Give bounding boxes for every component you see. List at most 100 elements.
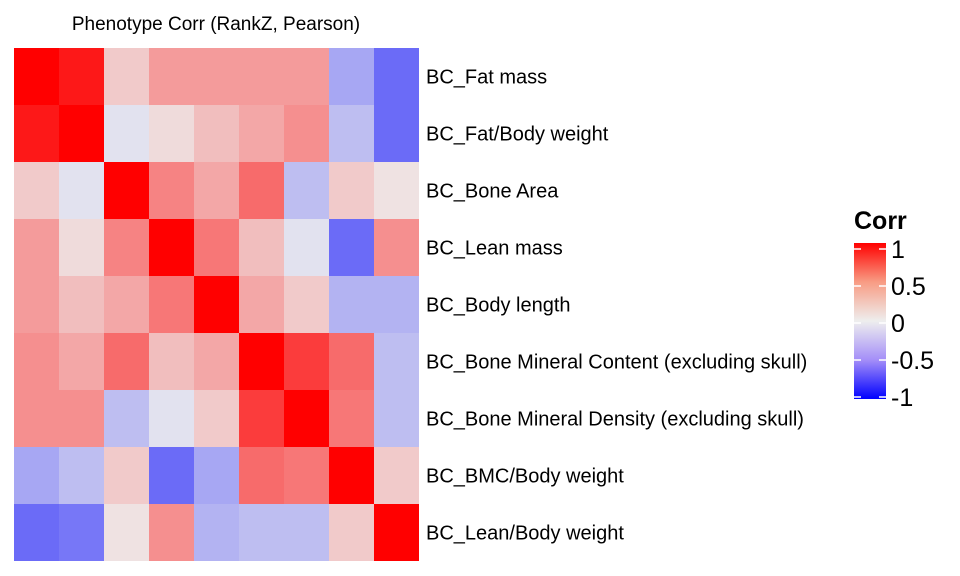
heatmap-cell xyxy=(374,390,419,447)
row-label: BC_BMC/Body weight xyxy=(426,466,624,488)
heatmap-cell xyxy=(329,219,374,276)
heatmap-cell xyxy=(14,48,59,105)
heatmap-cell xyxy=(239,504,284,561)
heatmap-cell xyxy=(284,447,329,504)
heatmap-cell xyxy=(149,333,194,390)
heatmap-cell xyxy=(104,390,149,447)
legend-tick-label: 0.5 xyxy=(891,273,926,301)
heatmap-cell xyxy=(59,504,104,561)
heatmap-cell xyxy=(194,276,239,333)
legend-title: Corr xyxy=(854,207,907,235)
legend-tick-label: -1 xyxy=(891,384,913,412)
heatmap-cell xyxy=(14,219,59,276)
row-label: BC_Lean/Body weight xyxy=(426,523,624,545)
heatmap-cell xyxy=(104,105,149,162)
heatmap-cell xyxy=(194,504,239,561)
heatmap-cell xyxy=(284,333,329,390)
heatmap-cell xyxy=(374,504,419,561)
heatmap-cell xyxy=(239,390,284,447)
heatmap-cell xyxy=(284,504,329,561)
heatmap-cell xyxy=(14,390,59,447)
legend-tick-label: -0.5 xyxy=(891,347,934,375)
heatmap-cell xyxy=(149,48,194,105)
heatmap-cell xyxy=(14,447,59,504)
heatmap-cell xyxy=(194,219,239,276)
heatmap-cell xyxy=(149,504,194,561)
heatmap-cell xyxy=(104,504,149,561)
heatmap-cell xyxy=(239,219,284,276)
heatmap-cell xyxy=(194,162,239,219)
heatmap-cell xyxy=(104,276,149,333)
heatmap-cell xyxy=(194,390,239,447)
heatmap-cell xyxy=(59,219,104,276)
heatmap-cell xyxy=(14,162,59,219)
heatmap-cell xyxy=(284,48,329,105)
heatmap-cell xyxy=(14,504,59,561)
legend-tick-label: 0 xyxy=(891,310,905,338)
heatmap-cell xyxy=(374,105,419,162)
heatmap-cell xyxy=(194,48,239,105)
heatmap-cell xyxy=(284,390,329,447)
heatmap-cell xyxy=(104,333,149,390)
heatmap-cell xyxy=(59,333,104,390)
heatmap-cell xyxy=(329,48,374,105)
heatmap-cell xyxy=(239,333,284,390)
row-label: BC_Lean mass xyxy=(426,238,563,260)
heatmap-cell xyxy=(284,219,329,276)
heatmap-cell xyxy=(14,276,59,333)
heatmap-cell xyxy=(329,276,374,333)
heatmap-cell xyxy=(194,105,239,162)
heatmap-cell xyxy=(149,390,194,447)
row-label: BC_Bone Mineral Content (excluding skull… xyxy=(426,352,807,374)
heatmap-cell xyxy=(149,162,194,219)
heatmap-cell xyxy=(59,105,104,162)
legend-colorbar xyxy=(854,243,886,399)
heatmap-cell xyxy=(284,162,329,219)
heatmap-cell xyxy=(239,162,284,219)
heatmap-cell xyxy=(149,276,194,333)
heatmap-cell xyxy=(239,276,284,333)
heatmap-cell xyxy=(104,219,149,276)
heatmap-cell xyxy=(239,48,284,105)
heatmap-cell xyxy=(59,390,104,447)
row-label: BC_Bone Area xyxy=(426,181,559,203)
heatmap-cell xyxy=(284,105,329,162)
heatmap-cell xyxy=(14,105,59,162)
heatmap-cell xyxy=(329,504,374,561)
row-labels: BC_Fat mass BC_Fat/Body weight BC_Bone Are… xyxy=(426,67,807,545)
heatmap-cell xyxy=(374,276,419,333)
heatmap-cells xyxy=(14,48,419,561)
heatmap-cell xyxy=(374,48,419,105)
heatmap-cell xyxy=(14,333,59,390)
heatmap-cell xyxy=(149,105,194,162)
heatmap-cell xyxy=(374,162,419,219)
heatmap-cell xyxy=(329,162,374,219)
heatmap-cell xyxy=(374,447,419,504)
heatmap-cell xyxy=(149,447,194,504)
heatmap-cell xyxy=(149,219,194,276)
heatmap-cell xyxy=(59,447,104,504)
heatmap-cell xyxy=(374,333,419,390)
chart-title: Phenotype Corr (RankZ, Pearson) xyxy=(72,14,360,35)
heatmap-cell xyxy=(239,105,284,162)
heatmap-cell xyxy=(374,219,419,276)
heatmap-cell xyxy=(59,48,104,105)
row-label: BC_Fat mass xyxy=(426,67,547,89)
heatmap-cell xyxy=(104,447,149,504)
legend-ticks: 1 0.5 0 -0.5 -1 xyxy=(854,236,934,412)
heatmap-cell xyxy=(194,447,239,504)
heatmap-cell xyxy=(59,162,104,219)
heatmap-cell xyxy=(284,276,329,333)
legend-tick-label: 1 xyxy=(891,236,905,264)
heatmap-cell xyxy=(104,162,149,219)
heatmap-cell xyxy=(59,276,104,333)
heatmap-cell xyxy=(329,105,374,162)
row-label: BC_Fat/Body weight xyxy=(426,124,609,146)
heatmap-cell xyxy=(329,333,374,390)
heatmap-cell xyxy=(329,447,374,504)
heatmap-cell xyxy=(329,390,374,447)
row-label: BC_Bone Mineral Density (excluding skull… xyxy=(426,409,804,431)
row-label: BC_Body length xyxy=(426,295,571,317)
heatmap-cell xyxy=(104,48,149,105)
